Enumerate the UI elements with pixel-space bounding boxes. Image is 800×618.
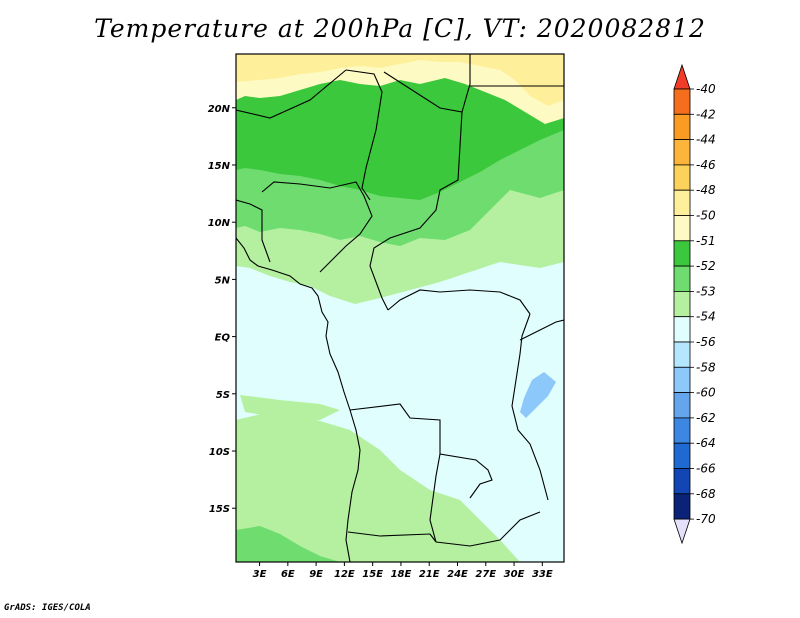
boundaries	[236, 54, 564, 562]
lon-label: 30E	[504, 569, 525, 580]
temperature-field	[236, 54, 564, 562]
colorbar-label: -62	[696, 411, 716, 425]
longitude-axis: 3E 6E 9E 12E 15E 18E 21E 24E 27E 30E 33E	[253, 562, 553, 580]
latitude-axis: 20N 15N 10N 5N EQ 5S 10S 15S	[208, 104, 236, 515]
colorbar-bottom-arrow	[673, 518, 691, 545]
colorbar-swatch	[673, 468, 691, 495]
colorbar-label: -52	[696, 259, 716, 273]
border-niger-chad	[345, 69, 383, 201]
border-west-sahel	[236, 69, 347, 119]
lat-label: EQ	[215, 333, 231, 344]
colorbar-swatch	[673, 88, 691, 115]
lat-label: 5N	[215, 275, 231, 286]
colorbar-swatch	[673, 265, 691, 292]
colorbar-label: -46	[696, 158, 716, 172]
lon-label: 15E	[362, 569, 383, 580]
colorbar-swatch	[673, 113, 691, 141]
colorbar-label: -48	[696, 183, 716, 197]
lat-label: 15N	[208, 161, 231, 172]
colorbar-label: -53	[696, 284, 716, 298]
border-car-drc	[387, 289, 531, 315]
chart-title: Temperature at 200hPa [C], VT: 202008281…	[94, 14, 706, 43]
lon-label: 18E	[391, 569, 412, 580]
colorbar-swatch	[673, 366, 691, 393]
colorbar-label: -51	[696, 234, 716, 248]
colorbar-label: -70	[696, 512, 716, 526]
lon-label: 27E	[475, 569, 496, 580]
colorbar-swatch	[673, 417, 691, 444]
colorbar-swatch	[673, 290, 691, 318]
colorbar-swatch	[673, 316, 691, 343]
border-namibia	[347, 531, 437, 543]
coastline-west-africa	[236, 237, 361, 562]
lat-label: 5S	[216, 390, 230, 401]
colorbar-swatch	[673, 164, 691, 191]
border-burkina-ghana	[236, 199, 271, 263]
colorbar-swatch	[673, 341, 691, 368]
colorbar-label: -66	[696, 462, 716, 476]
colorbar-label: -44	[696, 133, 716, 147]
border-nigeria-cameroon	[261, 181, 373, 273]
lon-label: 24E	[447, 569, 468, 580]
field-patch-green-light-west	[240, 395, 340, 420]
colorbar-swatch	[673, 189, 691, 216]
field-patch-green-light-south	[236, 412, 520, 562]
lat-label: 15S	[209, 504, 230, 515]
colorbar-swatch	[673, 493, 691, 520]
lon-label: 3E	[253, 569, 267, 580]
field-patch-green-light-southwest	[236, 470, 350, 505]
colorbar-label: -60	[696, 386, 716, 400]
border-sudan-south	[369, 111, 463, 311]
lon-label: 21E	[419, 569, 440, 580]
field-patch-green-mid-south	[236, 526, 340, 562]
map-frame	[235, 53, 565, 563]
colorbar-swatch	[673, 442, 691, 469]
colorbar-label: -68	[696, 487, 716, 501]
lat-label: 20N	[208, 104, 231, 115]
lat-label: 10S	[209, 447, 230, 458]
grads-credit: GrADS: IGES/COLA	[4, 603, 91, 613]
field-patch-yellow	[236, 54, 564, 106]
colorbar: -40 -42 -44 -46 -48 -50 -51 -52 -53 -54 -56 -58 -60 -…	[673, 63, 716, 545]
lake-tanganyika	[520, 372, 556, 418]
colorbar-label: -58	[696, 360, 716, 374]
lon-label: 6E	[281, 569, 295, 580]
colorbar-label: -40	[696, 82, 716, 96]
lon-label: 9E	[309, 569, 323, 580]
colorbar-label: -56	[696, 335, 716, 349]
colorbar-label: -54	[696, 310, 716, 324]
border-drc-east	[511, 313, 549, 501]
colorbar-top-arrow	[673, 63, 691, 90]
colorbar-label: -42	[696, 107, 716, 121]
lat-label: 10N	[208, 218, 231, 229]
lon-label: 12E	[334, 569, 355, 580]
colorbar-swatch	[673, 215, 691, 242]
lon-label: 33E	[532, 569, 553, 580]
colorbar-swatch	[673, 240, 691, 267]
colorbar-swatch	[673, 139, 691, 166]
colorbar-swatch	[673, 392, 691, 419]
colorbar-label: -64	[696, 436, 716, 450]
border-uganda-kenya	[519, 319, 564, 341]
border-angola-drc	[349, 403, 493, 499]
border-zambia-south	[435, 511, 541, 547]
border-angola-zambia	[429, 453, 441, 543]
colorbar-label: -50	[696, 209, 716, 223]
